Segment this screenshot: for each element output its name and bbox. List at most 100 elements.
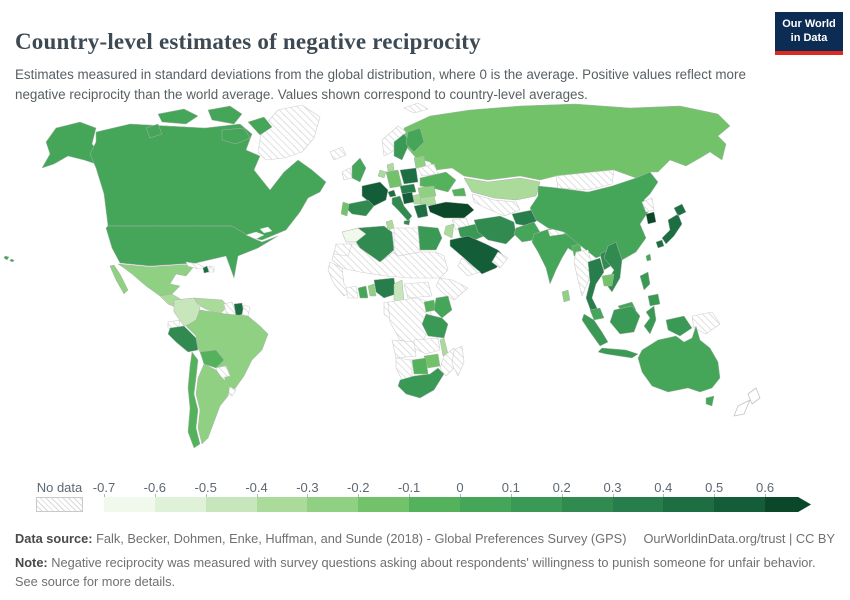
country-spain[interactable] <box>345 199 375 217</box>
country-germany[interactable] <box>385 169 403 189</box>
country-ivory-coast[interactable] <box>345 285 359 299</box>
country-libya[interactable] <box>393 227 421 257</box>
legend-bin-8[interactable] <box>510 497 563 512</box>
country-france[interactable] <box>361 181 389 207</box>
country-dr-congo[interactable] <box>387 297 433 345</box>
country-new-zealand[interactable] <box>733 387 761 417</box>
country-great-lakes <box>245 226 273 240</box>
country-philippines[interactable] <box>639 271 661 307</box>
country-kenya[interactable] <box>433 295 453 319</box>
country-israel-jordan[interactable] <box>443 223 455 239</box>
country-bolivia[interactable] <box>199 349 225 369</box>
country-turkey[interactable] <box>427 201 475 219</box>
country-sweden[interactable] <box>393 133 411 161</box>
country-japan[interactable] <box>655 203 687 249</box>
country-western-sahara[interactable] <box>333 243 353 257</box>
country-sri-lanka[interactable] <box>561 289 571 303</box>
country-madagascar[interactable] <box>451 345 465 377</box>
country-central-asia[interactable] <box>471 193 521 217</box>
country-french-guiana[interactable] <box>241 304 251 317</box>
country-chile[interactable] <box>187 351 201 449</box>
country-cameroon[interactable] <box>393 279 405 303</box>
country-zambia[interactable] <box>413 337 441 355</box>
country-north-korea[interactable] <box>641 197 655 213</box>
legend-bin-12[interactable] <box>714 497 766 512</box>
country-united-kingdom[interactable] <box>351 157 367 183</box>
country-argentina[interactable] <box>195 363 231 445</box>
legend-bin-5[interactable] <box>358 497 410 512</box>
country-algeria[interactable] <box>355 225 395 263</box>
country-svalbard[interactable] <box>403 102 429 114</box>
country-portugal[interactable] <box>340 201 350 217</box>
country-austria[interactable] <box>399 183 417 195</box>
country-arctic-islands[interactable] <box>145 105 273 145</box>
owid-license-link[interactable]: OurWorldinData.org/trust | CC BY <box>643 531 835 546</box>
legend-tick-mark <box>409 494 411 499</box>
country-thailand[interactable] <box>585 257 605 315</box>
legend-bin-9[interactable] <box>561 497 614 512</box>
country-botswana[interactable] <box>411 357 429 375</box>
country-peru[interactable] <box>167 325 199 353</box>
legend-bin-2[interactable] <box>205 497 258 512</box>
country-greenland[interactable] <box>257 104 321 161</box>
legend-bin-6[interactable] <box>409 497 461 512</box>
country-australia[interactable] <box>637 325 721 407</box>
country-nigeria[interactable] <box>373 277 397 299</box>
country-mexico[interactable] <box>109 263 197 297</box>
country-taiwan[interactable] <box>645 253 652 262</box>
owid-logo-line1: Our World <box>782 17 836 30</box>
country-vietnam[interactable] <box>603 241 623 293</box>
country-china[interactable] <box>529 171 659 261</box>
owid-logo[interactable]: Our World in Data <box>775 12 843 55</box>
country-cambodia[interactable] <box>601 273 615 287</box>
country-mongolia[interactable] <box>555 169 615 191</box>
country-namibia[interactable] <box>395 357 413 381</box>
legend-bin-11[interactable] <box>663 497 715 512</box>
country-russia[interactable] <box>403 103 731 181</box>
country-greece[interactable] <box>413 203 429 219</box>
country-croatia[interactable] <box>401 191 415 205</box>
country-south-korea[interactable] <box>645 211 657 225</box>
legend-tick-mark <box>765 494 767 499</box>
legend-bin-0[interactable] <box>104 497 156 512</box>
country-ghana[interactable] <box>357 285 369 299</box>
legend-bin-3[interactable] <box>256 497 308 512</box>
country-angola[interactable] <box>391 339 417 359</box>
country-yemen[interactable] <box>457 257 481 277</box>
country-indonesia[interactable] <box>581 305 693 363</box>
country-poland[interactable] <box>399 167 419 185</box>
country-iran[interactable] <box>473 215 517 245</box>
country-kazakhstan[interactable] <box>463 177 541 201</box>
country-denmark[interactable] <box>386 162 395 172</box>
country-myanmar[interactable] <box>573 249 593 297</box>
country-malawi[interactable] <box>439 337 449 357</box>
country-switzerland[interactable] <box>387 189 397 198</box>
country-mozambique[interactable] <box>439 347 457 377</box>
country-central-african-republic[interactable] <box>403 281 433 299</box>
no-data-swatch[interactable] <box>36 497 83 512</box>
country-dominican-republic[interactable] <box>208 265 215 273</box>
legend-bin-1[interactable] <box>154 497 207 512</box>
country-hawaii[interactable] <box>3 255 15 263</box>
legend-bin-4[interactable] <box>307 497 359 512</box>
country-papua-new-guinea[interactable] <box>691 311 721 335</box>
country-horn-of-africa[interactable] <box>435 277 469 301</box>
note-label: Note: <box>15 555 48 570</box>
country-ireland[interactable] <box>341 167 353 181</box>
country-italy[interactable] <box>391 195 413 226</box>
legend-bin-max-arrow[interactable] <box>765 497 812 512</box>
country-iceland[interactable] <box>329 146 347 161</box>
legend-tick--0.5: -0.5 <box>194 480 217 495</box>
legend-bin-10[interactable] <box>612 497 664 512</box>
country-cuba[interactable] <box>185 261 207 270</box>
country-south-africa[interactable] <box>397 367 445 399</box>
country-alaska[interactable] <box>41 121 103 169</box>
country-togo[interactable] <box>367 283 377 297</box>
country-canada[interactable] <box>89 123 327 241</box>
legend-bin-7[interactable] <box>459 497 512 512</box>
country-netherlands[interactable] <box>377 169 387 179</box>
country-egypt[interactable] <box>417 225 443 251</box>
country-oman[interactable] <box>491 251 509 269</box>
country-finland[interactable] <box>405 127 425 153</box>
country-georgia-caucasus[interactable] <box>451 187 467 197</box>
